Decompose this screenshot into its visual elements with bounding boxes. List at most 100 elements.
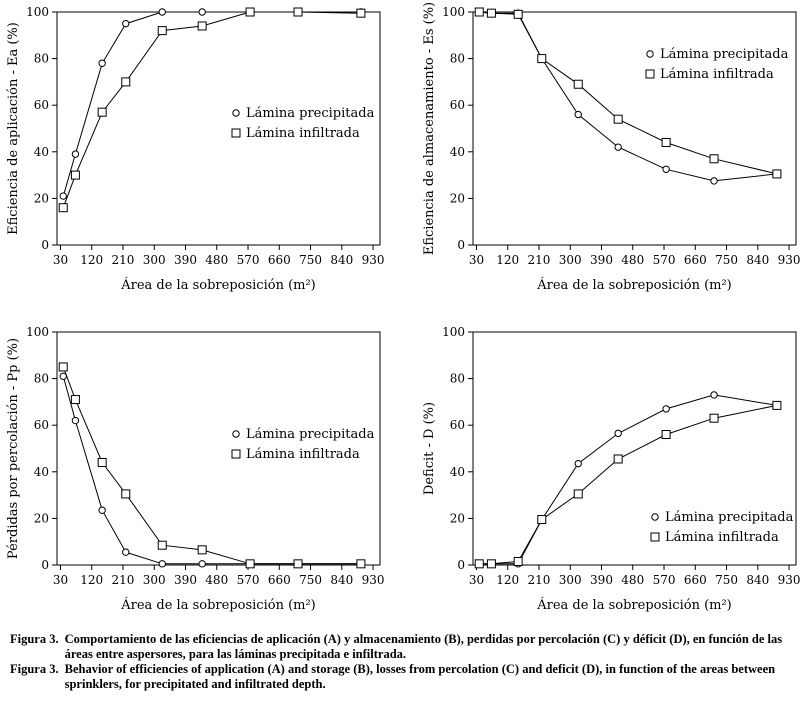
y-tick-label: 80 [450,52,465,66]
data-point-square [293,7,303,17]
x-axis-title: Área de la sobreposición (m²) [536,597,732,613]
legend-marker-square [231,128,241,138]
x-tick-label: 300 [559,573,582,587]
x-tick-label: 750 [715,253,738,267]
data-point-circle [71,150,80,158]
data-point-circle [59,192,67,200]
x-tick-label: 930 [778,253,801,267]
x-tick-label: 480 [621,253,644,267]
data-point-square [513,557,523,567]
x-tick-label: 750 [299,253,322,267]
x-tick-label: 660 [684,253,707,267]
data-point-square [293,559,303,569]
legend-marker-circle [651,513,659,521]
x-tick-label: 300 [143,253,166,267]
data-point-square [661,430,671,440]
legend-label: Lámina infiltrada [660,67,774,82]
y-axis-title: Eficiencia de aplicación - Ea (%) [6,22,21,235]
y-tick-label: 20 [34,511,49,525]
x-tick-label: 930 [362,253,385,267]
data-point-circle [574,110,582,119]
data-point-circle [198,8,206,16]
data-point-square [772,400,782,410]
y-tick-label: 40 [450,465,465,479]
legend-marker-square [645,69,655,79]
x-tick-label: 570 [237,253,260,267]
y-tick-label: 60 [450,98,465,112]
caption-english-label: Figura 3. [10,662,59,676]
figure-caption: Figura 3. Comportamiento de las eficienc… [10,632,800,692]
series-line-2 [479,11,778,175]
y-tick-label: 60 [450,418,465,432]
legend-label: Lámina infiltrada [665,530,779,545]
chart-B: 0 20 40 60 80 100 30 120 210 300 390 480 570 660 750 84… [422,2,801,293]
data-point-square [197,545,207,555]
data-point-square [197,21,207,31]
data-point-square [709,154,719,164]
data-point-circle [710,391,718,399]
x-tick-label: 30 [469,253,484,267]
x-tick-label: 660 [684,573,707,587]
x-tick-label: 120 [80,573,103,587]
legend-marker-circle [232,430,240,438]
x-tick-label: 660 [268,573,291,587]
legend-label: Lámina precipitada [246,106,375,121]
y-tick-label: 80 [450,372,465,386]
x-tick-label: 750 [299,573,322,587]
y-tick-label: 20 [450,511,465,525]
plot-frame [56,331,381,566]
legend-marker-circle [646,50,654,58]
data-point-square [157,540,167,550]
chart-D: 0 20 40 60 80 100 30 120 210 300 390 480 570 660 750 84… [422,325,801,613]
legend-marker-circle [232,109,240,117]
legend-marker-square [231,449,241,459]
caption-english: Figura 3. Behavior of efficiencies of ap… [10,662,800,692]
x-axis-title: Área de la sobreposición (m²) [536,277,732,293]
data-point-circle [662,165,670,173]
plot-frame [472,331,797,566]
x-tick-label: 480 [205,573,228,587]
x-tick-label: 390 [174,253,197,267]
data-point-circle [98,506,106,514]
data-point-square [486,8,496,18]
data-point-square [709,413,719,423]
data-point-square [661,137,671,147]
x-tick-label: 480 [205,253,228,267]
x-tick-label: 30 [53,573,68,587]
caption-spanish-text: Comportamiento de las eficiencias de apl… [64,632,783,661]
data-point-square [513,9,523,19]
x-tick-label: 120 [496,253,519,267]
data-point-circle [198,560,206,568]
y-tick-label: 20 [34,191,49,205]
data-point-square [70,170,80,180]
x-tick-label: 30 [53,253,68,267]
data-point-square [121,77,131,87]
y-tick-label: 0 [41,238,49,252]
y-tick-label: 100 [26,325,49,339]
data-point-square [613,454,623,464]
data-point-square [474,559,484,569]
y-tick-label: 40 [34,465,49,479]
x-tick-label: 210 [528,253,551,267]
data-point-square [245,7,255,17]
series-line-1 [479,11,777,182]
x-tick-label: 570 [237,573,260,587]
caption-spanish-label: Figura 3. [10,632,59,646]
x-tick-label: 210 [112,573,135,587]
legend-label: Lámina precipitada [665,510,794,525]
y-tick-label: 0 [41,558,49,572]
x-axis-title: Área de la sobreposición (m²) [120,597,316,613]
legend-marker-square [650,532,660,542]
x-tick-label: 120 [496,573,519,587]
x-tick-label: 390 [590,573,613,587]
caption-english-text: Behavior of efficiencies of application … [64,662,776,691]
data-point-square [97,107,107,117]
chart-A: 0 20 40 60 80 100 30 120 210 300 390 480 570 660 750 84… [6,5,385,293]
caption-spanish: Figura 3. Comportamiento de las eficienc… [10,632,800,662]
data-point-square [157,26,167,36]
x-tick-label: 120 [80,253,103,267]
data-point-square [245,559,255,569]
x-tick-label: 390 [174,573,197,587]
y-axis-title: Deficit - D (%) [422,402,437,495]
y-tick-label: 20 [450,191,465,205]
